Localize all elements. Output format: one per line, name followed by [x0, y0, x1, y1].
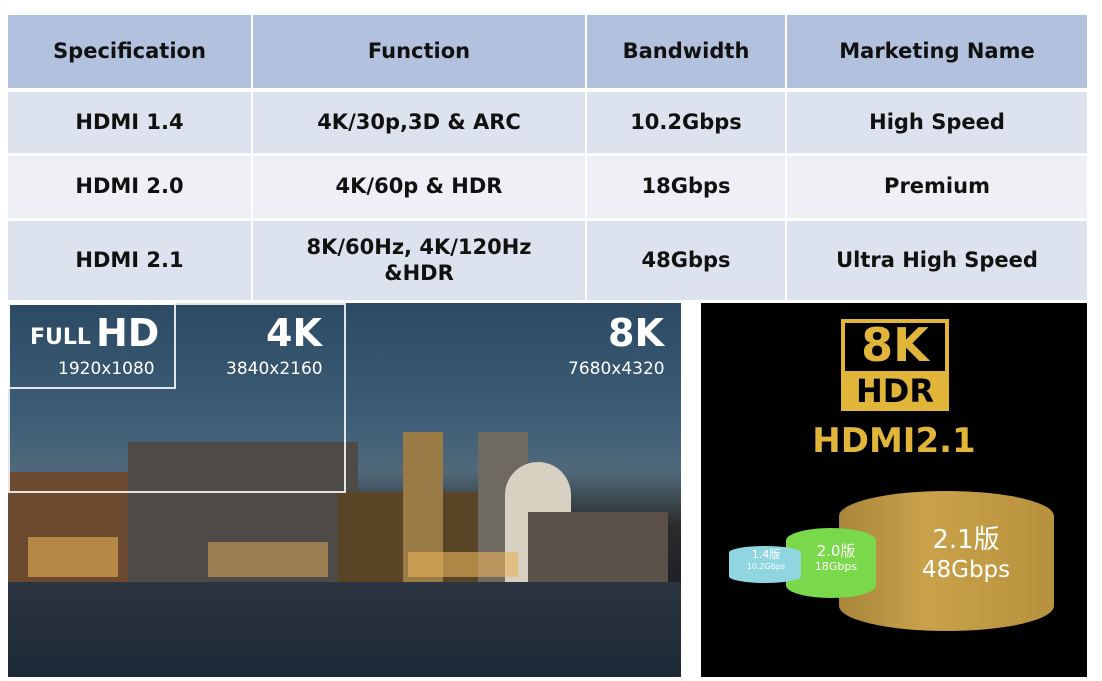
- table-row: HDMI 2.1 8K/60Hz, 4K/120Hz &HDR 48Gbps U…: [8, 221, 1087, 300]
- cable-1-4-version: 1.4版: [751, 548, 781, 561]
- cable-1-4: [729, 546, 801, 583]
- hdmi-2-1-image: 8K HDR HDMI2.1 1.4版 10.2Gbps 2.0版 18Gbps…: [701, 303, 1087, 677]
- table-cell: HDMI 2.0: [8, 156, 253, 218]
- cable-2-0: [786, 528, 876, 598]
- header-cell: Function: [253, 15, 587, 88]
- full-hd-label: FULL: [30, 325, 91, 350]
- table-cell: HDMI 2.1: [8, 221, 253, 300]
- table-cell: 10.2Gbps: [587, 92, 787, 153]
- table-row: HDMI 1.4 4K/30p,3D & ARC 10.2Gbps High S…: [8, 92, 1087, 153]
- table-cell: 48Gbps: [587, 221, 787, 300]
- full-hd-big: HD: [96, 311, 160, 355]
- header-cell: Bandwidth: [587, 15, 787, 88]
- 4k-res: 3840x2160: [226, 359, 323, 379]
- table-cell: 4K/60p & HDR: [253, 156, 587, 218]
- table-header: Specification Function Bandwidth Marketi…: [8, 15, 1087, 88]
- table-cell: 4K/30p,3D & ARC: [253, 92, 587, 153]
- table-cell: Ultra High Speed: [836, 247, 1038, 272]
- 4k-frame: [8, 303, 346, 493]
- cable-1-4-bandwidth: 10.2Gbps: [746, 562, 786, 571]
- cable-2-0-version: 2.0版: [816, 542, 856, 560]
- logo-hdr: HDR: [845, 371, 945, 411]
- table-cell: Premium: [884, 174, 990, 199]
- table-cell: HDMI 1.4: [8, 92, 253, 153]
- river: [8, 582, 681, 677]
- 8k-label: 8K: [608, 311, 664, 355]
- 8k-hdr-logo: 8K HDR: [841, 319, 949, 411]
- table-cell: High Speed: [869, 109, 1005, 134]
- table-row: HDMI 2.0 4K/60p & HDR 18Gbps Premium: [8, 156, 1087, 218]
- table-cell: 8K/60Hz, 4K/120Hz &HDR: [253, 221, 587, 300]
- table-cell: 18Gbps: [587, 156, 787, 218]
- resolution-comparison-image: FULL HD 1920x1080 4K 3840x2160 8K 7680x4…: [8, 303, 681, 677]
- logo-8k: 8K: [861, 318, 929, 372]
- header-cell: Specification: [8, 15, 253, 88]
- cable-2-1-bandwidth: 48Gbps: [921, 557, 1011, 583]
- header-cell: Marketing Name: [839, 38, 1035, 63]
- full-hd-res: 1920x1080: [58, 359, 155, 379]
- 8k-res: 7680x4320: [568, 359, 665, 379]
- cable-2-1-version: 2.1版: [932, 525, 1000, 555]
- hdmi-title: HDMI2.1: [812, 421, 976, 461]
- 4k-label: 4K: [266, 311, 322, 355]
- cable-2-0-bandwidth: 18Gbps: [814, 560, 858, 573]
